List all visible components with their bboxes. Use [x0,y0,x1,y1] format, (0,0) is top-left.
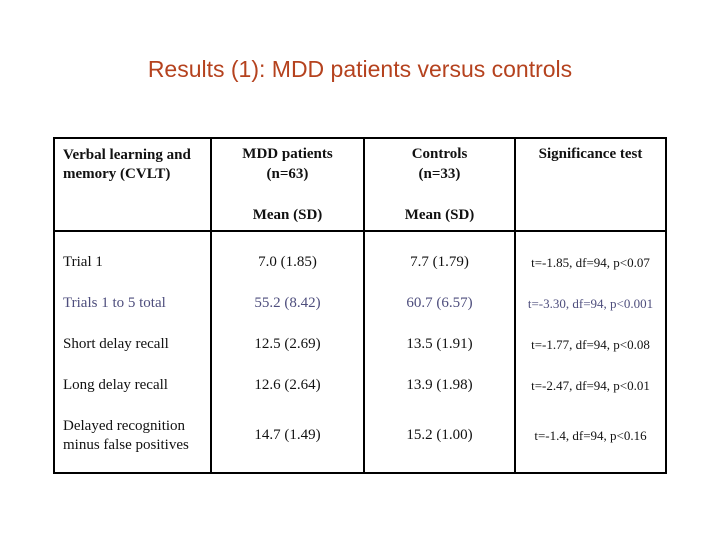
controls-column-n: (n=33) [418,166,461,182]
controls-value: 13.5 (1.91) [406,336,473,352]
significance-column-title: Significance test [538,146,643,162]
results-table: Verbal learning and memory (CVLT) MDD pa… [53,137,667,474]
controls-value: 7.7 (1.79) [410,254,469,270]
significance-values-column: t=-1.85, df=94, p<0.07 t=-3.30, df=94, p… [514,232,665,472]
mdd-column-stat: Mean (SD) [252,207,323,223]
mdd-column-n: (n=63) [266,166,309,182]
page-title: Results (1): MDD patients versus control… [147,56,573,82]
mdd-value: 7.0 (1.85) [258,254,317,270]
controls-value: 15.2 (1.00) [406,427,473,443]
significance-value: t=-2.47, df=94, p<0.01 [531,377,650,393]
significance-value: t=-1.77, df=94, p<0.08 [531,336,650,352]
controls-column-title: Controls [411,146,468,162]
row-label: Delayed recognition minus false positive… [63,417,189,453]
significance-value: t=-1.4, df=94, p<0.16 [534,427,647,443]
controls-value: 60.7 (6.57) [406,295,473,311]
mdd-values-column: 7.0 (1.85) 55.2 (8.42) 12.5 (2.69) 12.6 … [210,232,363,472]
row-label: Short delay recall [63,336,169,352]
mdd-value: 12.5 (2.69) [254,336,321,352]
significance-value: t=-1.85, df=94, p<0.07 [531,254,650,270]
controls-value: 13.9 (1.98) [406,377,473,393]
table-header-significance: Significance test [514,139,665,232]
row-label: Long delay recall [63,377,168,393]
table-header-row-label: Verbal learning and memory (CVLT) [55,139,210,232]
mdd-column-title: MDD patients [242,146,333,162]
row-label: Trial 1 [63,254,103,270]
row-label: Trials 1 to 5 total [63,295,166,311]
mdd-value: 12.6 (2.64) [254,377,321,393]
mdd-value: 14.7 (1.49) [254,427,321,443]
table-header-controls: Controls (n=33) Mean (SD) [363,139,514,232]
controls-values-column: 7.7 (1.79) 60.7 (6.57) 13.5 (1.91) 13.9 … [363,232,514,472]
significance-value: t=-3.30, df=94, p<0.001 [527,295,654,311]
row-label-column: Trial 1 Trials 1 to 5 total Short delay … [55,232,210,472]
controls-column-stat: Mean (SD) [404,207,475,223]
mdd-value: 55.2 (8.42) [254,295,321,311]
table-header-mdd: MDD patients (n=63) Mean (SD) [210,139,363,232]
